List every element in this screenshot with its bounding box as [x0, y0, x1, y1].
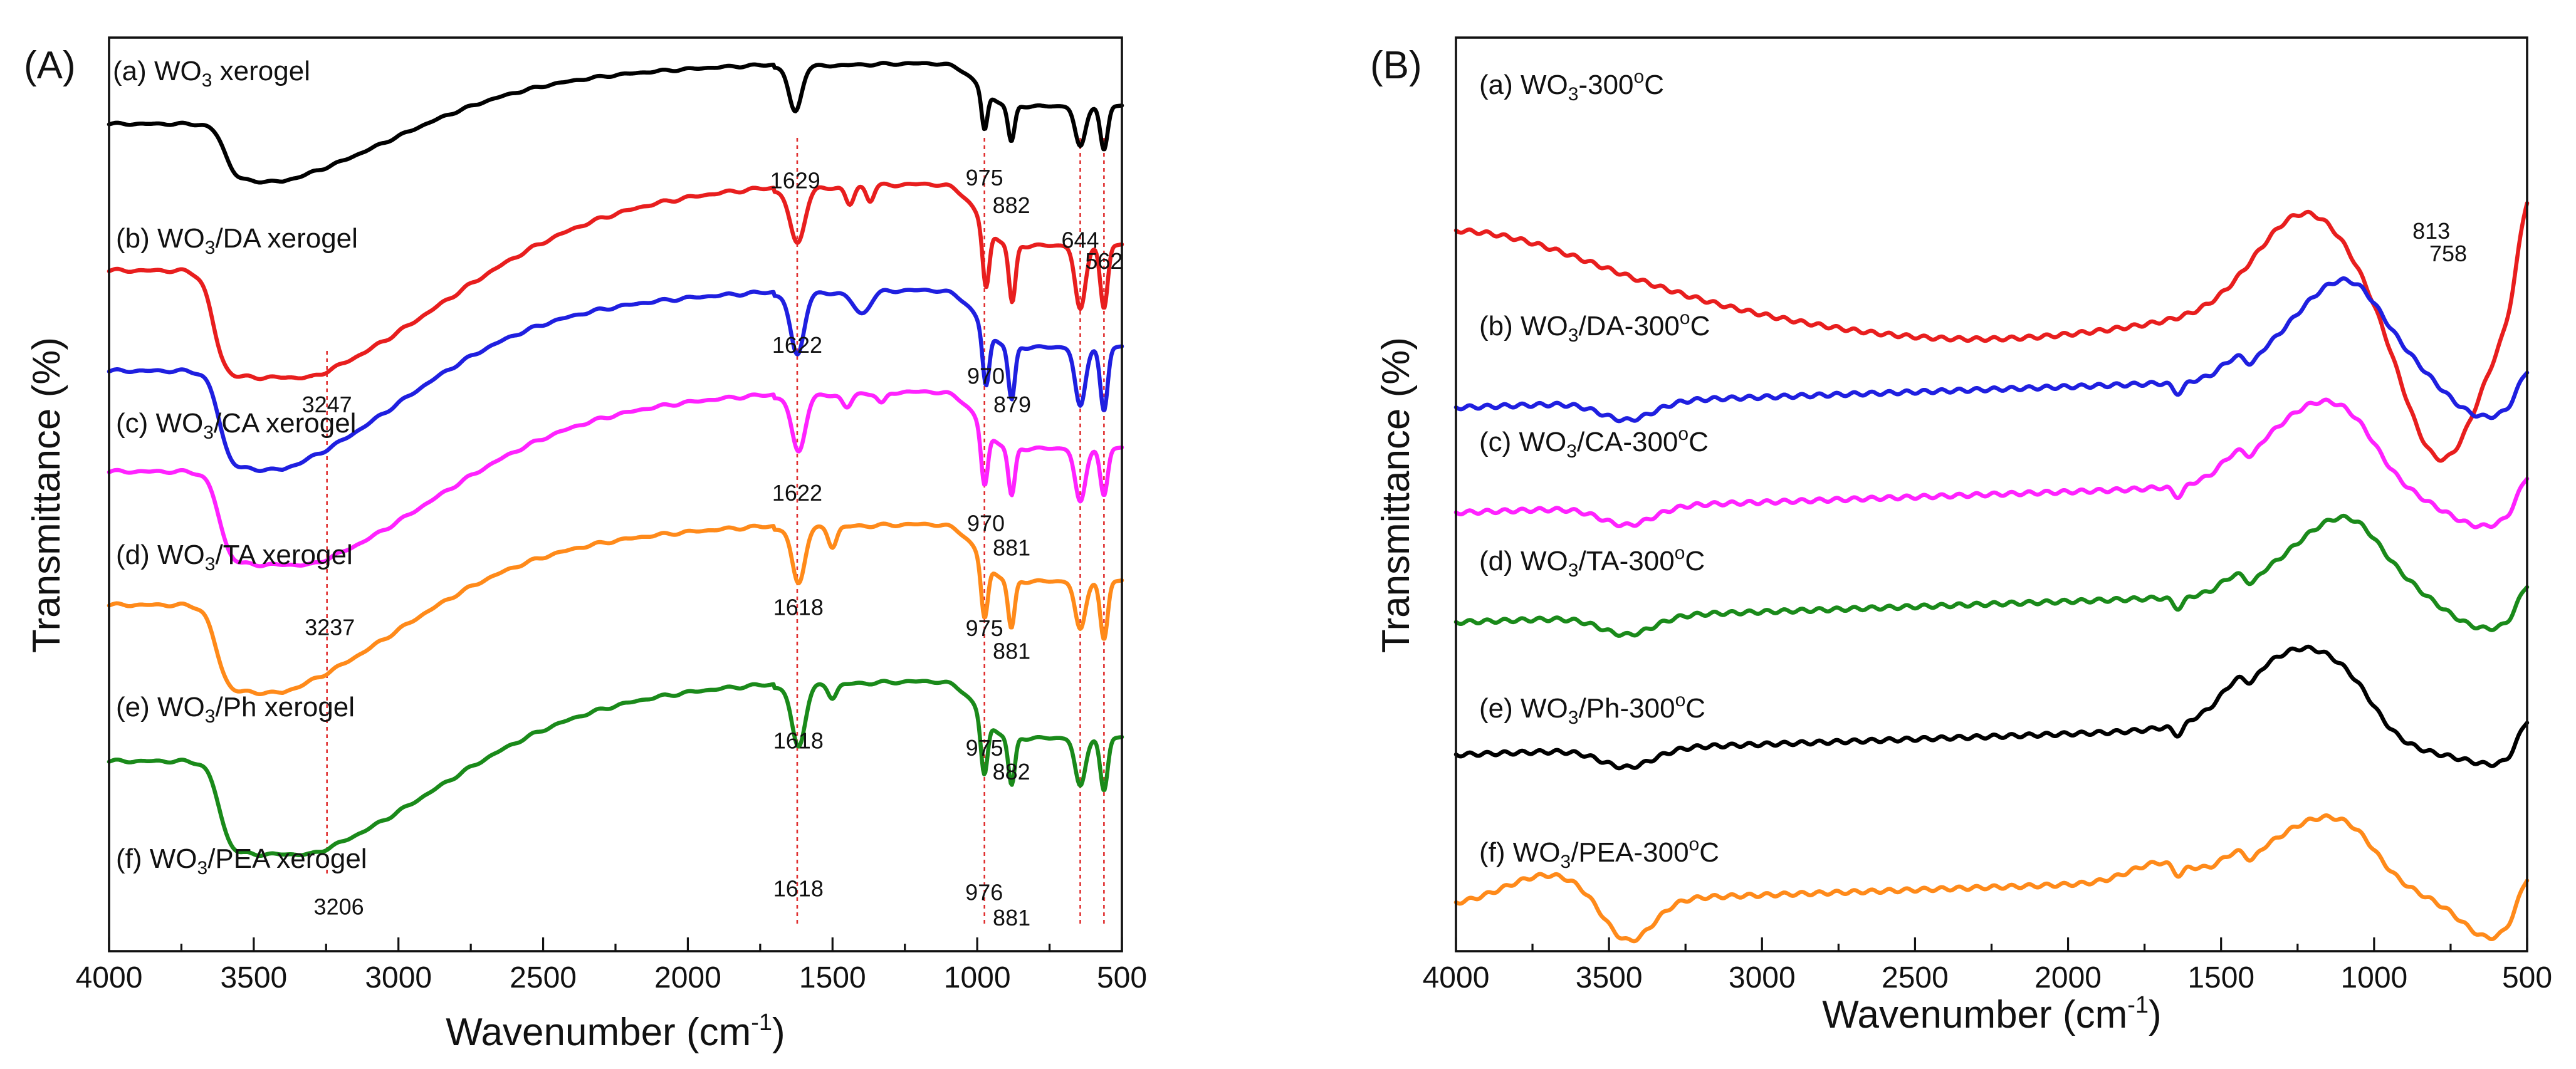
panel-a-peak-label: 3206	[314, 894, 364, 920]
panel-b-series-b	[1453, 276, 2530, 424]
panel-a-x-tick-label: 4000	[76, 961, 143, 994]
panel-b-x-tick-label: 500	[2502, 961, 2552, 994]
panel-a-peak-label: 1629	[770, 168, 820, 194]
panel-a-peak-label: 970	[967, 510, 1005, 536]
panel-a-peak-label: 1618	[773, 594, 824, 620]
panel-a-x-tick-label: 3000	[365, 961, 432, 994]
panel-a-series-c	[107, 288, 1124, 473]
panel-a-series-b	[107, 181, 1124, 382]
panel-b-series-label-e: (e) WO3/Ph-300oC	[1479, 690, 1705, 728]
panel-a-series-label-e: (e) WO3/Ph xerogel	[116, 692, 355, 727]
panel-a-series-label-c: (c) WO3/CA xerogel	[116, 408, 356, 443]
panel-a-x-tick-label: 1000	[944, 961, 1011, 994]
panel-a-peak-label: 1618	[773, 727, 824, 753]
panel-b-series-label-f: (f) WO3/PEA-300oC	[1479, 834, 1719, 872]
panel-b-peak-label: 758	[2429, 241, 2467, 266]
panel-a-x-axis-title: Wavenumber (cm-1)	[446, 1009, 785, 1054]
panel-a-peak-label: 881	[993, 638, 1030, 664]
panel-a-peak-label: 1622	[772, 480, 822, 506]
panel-b-series-c	[1453, 397, 2530, 529]
panel-b-series-d	[1453, 513, 2530, 638]
panel-b-series-a	[1453, 201, 2530, 463]
panel-b-series-label-c: (c) WO3/CA-300oC	[1479, 424, 1709, 462]
panel-b-x-tick-label: 2500	[1882, 961, 1949, 994]
panel-a-x-tick-label: 500	[1097, 961, 1147, 994]
panel-a-x-tick-label: 1500	[799, 961, 866, 994]
panel-a-series-e	[107, 521, 1124, 697]
panel-a-x-tick-label: 2500	[510, 961, 577, 994]
panel-a-label: (A)	[24, 44, 76, 87]
panel-a-series-label-d: (d) WO3/TA xerogel	[116, 540, 353, 575]
panel-a-y-axis-title: Transmittance (%)	[25, 337, 68, 653]
panel-b-x-tick-label: 2000	[2034, 961, 2102, 994]
panel-a-peak-label: 882	[993, 192, 1030, 218]
panel-b-x-tick-label: 1000	[2340, 961, 2407, 994]
panel-a-peak-label: 975	[966, 615, 1003, 641]
panel-b-peak-label: 813	[2412, 218, 2450, 244]
panel-b-series-e	[1453, 644, 2530, 771]
panel-a-peak-label: 3237	[305, 615, 355, 640]
panel-a-peak-label: 882	[993, 759, 1030, 785]
panel-a-peak-label: 1622	[772, 332, 822, 358]
panel-a-peak-label: 879	[993, 392, 1031, 417]
panel-b-series-f	[1453, 813, 2530, 944]
panel-a-peak-label: 975	[966, 165, 1003, 190]
panel-b-series-label-b: (b) WO3/DA-300oC	[1479, 308, 1710, 346]
panel-a-series-label-f: (f) WO3/PEA xerogel	[116, 843, 367, 879]
panel-a: (A) (a) WO3 xerogel (b) WO3/DA xerogel (c)…	[24, 36, 1147, 1054]
panel-a-peak-label: 644	[1061, 227, 1099, 253]
panel-a-series-label-b: (b) WO3/DA xerogel	[116, 223, 358, 258]
panel-b-y-axis-title: Transmittance (%)	[1374, 337, 1418, 653]
panel-b: (B) (a) WO3-300oC (b) WO3/DA-300oC (c) WO3…	[1370, 36, 2552, 1036]
panel-a-peak-label: 881	[993, 535, 1030, 561]
panel-a-series-d	[107, 389, 1124, 568]
panel-a-x-tick-label: 3500	[220, 961, 287, 994]
panel-a-x-tick-label: 2000	[654, 961, 721, 994]
panel-b-x-axis-title: Wavenumber (cm-1)	[1822, 992, 2161, 1036]
panel-a-peak-label: 562	[1085, 248, 1123, 274]
panel-a-series-label-a: (a) WO3 xerogel	[113, 56, 310, 91]
panel-b-x-tick-label: 3000	[1729, 961, 1796, 994]
panel-a-peak-label: 975	[966, 735, 1003, 761]
panel-a-peak-label: 881	[993, 905, 1030, 931]
panel-a-peak-label: 976	[965, 879, 1003, 905]
panel-a-series-a	[107, 61, 1124, 185]
panel-a-series-f	[107, 679, 1124, 858]
panel-b-label: (B)	[1370, 44, 1422, 87]
panel-b-series-label-d: (d) WO3/TA-300oC	[1479, 543, 1705, 581]
panel-a-peak-label: 1618	[773, 876, 824, 902]
panel-a-peak-label: 970	[967, 363, 1005, 389]
panel-b-x-tick-label: 1500	[2187, 961, 2254, 994]
panel-b-x-tick-label: 4000	[1423, 961, 1490, 994]
panel-b-series-label-a: (a) WO3-300oC	[1479, 66, 1664, 105]
panel-b-x-tick-label: 3500	[1576, 961, 1643, 994]
panel-a-peak-label: 3247	[302, 392, 352, 417]
